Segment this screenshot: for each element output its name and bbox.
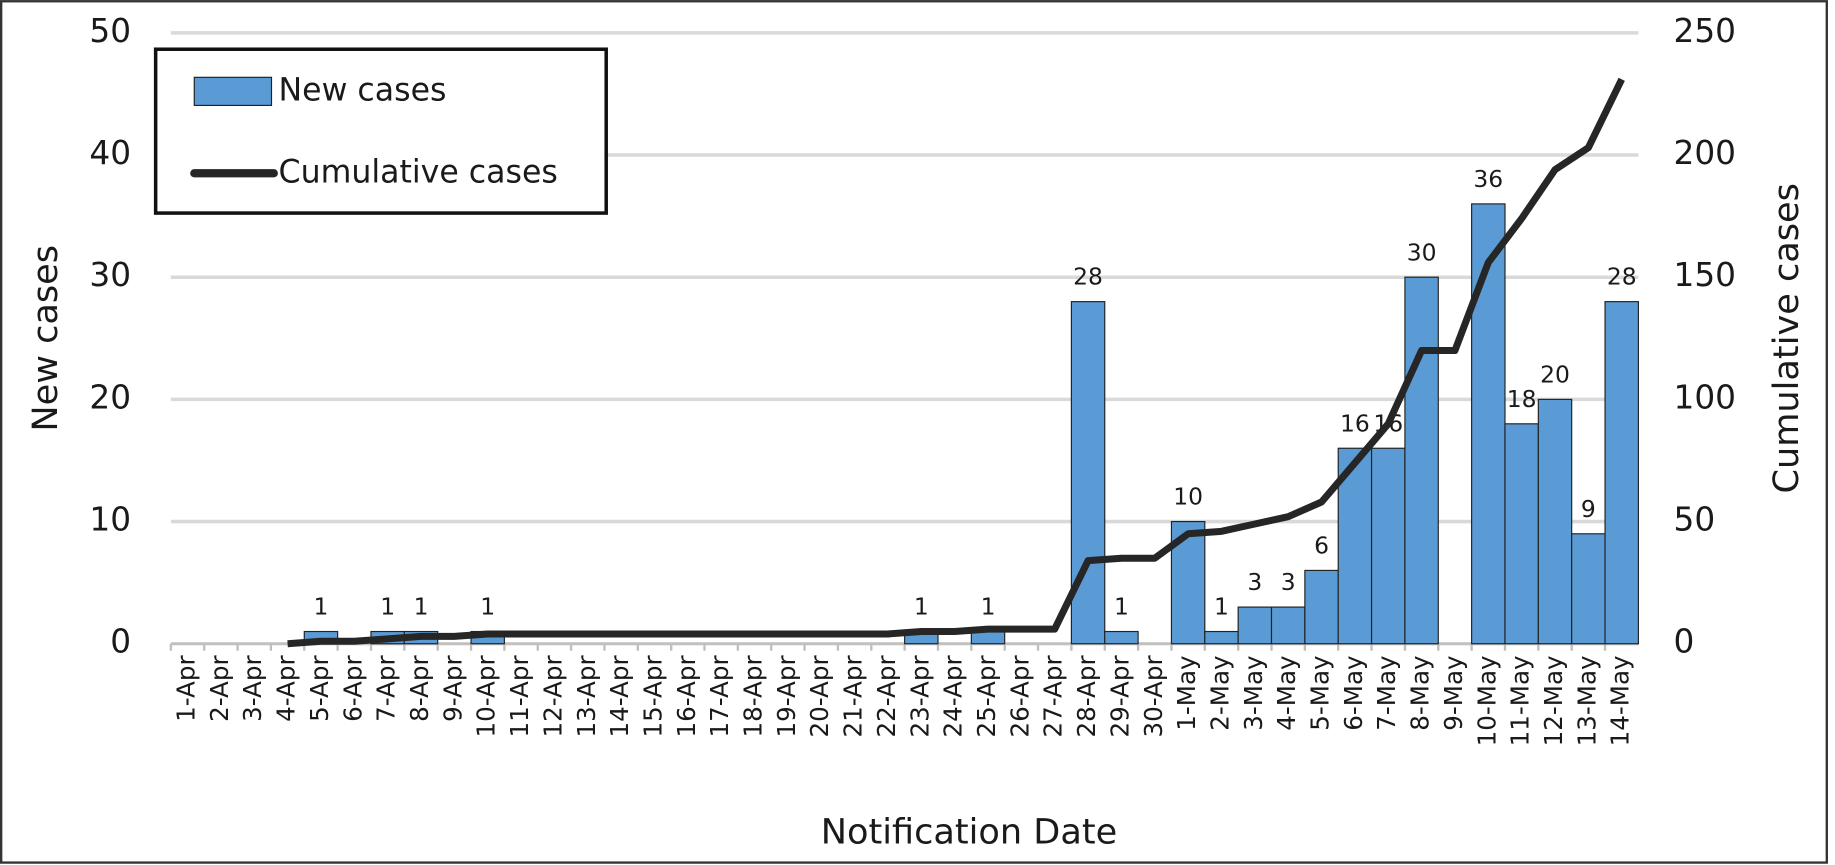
x-tick-label: 22-Apr <box>872 655 901 738</box>
x-tick-label: 4-May <box>1272 655 1301 730</box>
data-label: 6 <box>1314 532 1329 560</box>
x-tick-label: 11-May <box>1506 655 1535 746</box>
x-tick-label: 27-Apr <box>1039 655 1068 738</box>
data-label: 20 <box>1540 360 1570 388</box>
y-tick-label: 30 <box>89 256 131 294</box>
data-label: 1 <box>414 593 429 621</box>
bar <box>1571 533 1606 645</box>
x-tick-label: 7-May <box>1372 655 1401 730</box>
data-label: 28 <box>1073 263 1103 291</box>
bar <box>1104 630 1139 645</box>
x-tick-label: 26-Apr <box>1005 655 1034 738</box>
data-label: 1 <box>1214 593 1229 621</box>
x-tick-label: 30-Apr <box>1139 655 1168 738</box>
x-tick-label: 5-May <box>1306 655 1335 730</box>
bar <box>1504 423 1539 645</box>
data-label: 1 <box>981 593 996 621</box>
y2-tick-label: 0 <box>1674 623 1695 661</box>
x-tick-label: 13-May <box>1572 655 1601 746</box>
data-label: 1 <box>480 593 495 621</box>
x-tick-label: 14-May <box>1606 655 1635 746</box>
y-tick-label: 50 <box>89 12 131 50</box>
x-tick-label: 2-Apr <box>205 655 234 722</box>
y-tick-label: 0 <box>110 623 131 661</box>
bar <box>1270 606 1306 645</box>
bar <box>1237 606 1273 645</box>
x-tick-label: 15-Apr <box>638 655 667 738</box>
y-tick-label: 10 <box>89 501 131 539</box>
bar <box>1370 447 1406 645</box>
x-tick-label: 8-Apr <box>405 655 434 722</box>
x-tick-label: 18-Apr <box>739 655 768 738</box>
x-tick-label: 9-Apr <box>438 655 467 722</box>
legend-box <box>153 47 608 215</box>
data-label: 18 <box>1507 385 1537 413</box>
legend-swatch <box>193 76 273 106</box>
data-label: 16 <box>1340 409 1370 437</box>
x-tick-label: 17-Apr <box>705 655 734 738</box>
bar <box>1204 630 1239 645</box>
x-tick-label: 6-Apr <box>338 655 367 722</box>
y-tick-label: 40 <box>89 134 131 172</box>
x-tick-label: 20-Apr <box>805 655 834 738</box>
legend-label: Cumulative cases <box>279 154 558 190</box>
x-tick-label: 23-Apr <box>905 655 934 738</box>
x-axis-title: Notification Date <box>821 811 1117 852</box>
x-tick-label: 1-May <box>1172 655 1201 730</box>
x-tick-label: 3-May <box>1239 655 1268 730</box>
y-tick-label: 20 <box>89 378 131 416</box>
x-tick-label: 21-Apr <box>839 655 868 738</box>
y2-tick-label: 150 <box>1674 256 1737 294</box>
x-tick-label: 16-Apr <box>672 655 701 738</box>
x-tick-label: 13-Apr <box>572 655 601 738</box>
x-tick-label: 6-May <box>1339 655 1368 730</box>
bar <box>1471 203 1506 645</box>
x-tick-label: 14-Apr <box>605 655 634 738</box>
bar <box>1404 276 1439 645</box>
x-tick-label: 11-Apr <box>505 655 534 738</box>
line <box>287 77 1625 648</box>
x-tick-label: 10-Apr <box>472 655 501 738</box>
y2-tick-label: 200 <box>1674 134 1737 172</box>
x-tick-label: 19-Apr <box>772 655 801 738</box>
y2-tick-label: 100 <box>1674 378 1737 416</box>
x-tick-label: 3-Apr <box>238 655 267 722</box>
y2-tick-label: 50 <box>1674 501 1716 539</box>
data-label: 1 <box>314 593 329 621</box>
bar <box>1604 301 1639 645</box>
x-tick-label: 9-May <box>1439 655 1468 730</box>
x-tick-label: 29-Apr <box>1105 655 1134 738</box>
x-tick-label: 8-May <box>1406 655 1435 730</box>
x-tick-label: 7-Apr <box>372 655 401 722</box>
data-label: 1 <box>1114 593 1129 621</box>
x-tick-label: 12-Apr <box>538 655 567 738</box>
bar <box>1537 398 1573 645</box>
y2-axis-title: Cumulative cases <box>1766 183 1807 493</box>
x-tick-label: 24-Apr <box>939 655 968 738</box>
data-label: 30 <box>1407 238 1437 266</box>
x-tick-label: 4-Apr <box>272 655 301 722</box>
data-label: 9 <box>1581 495 1596 523</box>
data-label: 1 <box>914 593 929 621</box>
data-label: 3 <box>1247 568 1262 596</box>
x-tick-label: 5-Apr <box>305 655 334 722</box>
x-tick-label: 28-Apr <box>1072 655 1101 738</box>
x-tick-label: 12-May <box>1539 655 1568 746</box>
data-label: 36 <box>1473 165 1503 193</box>
data-label: 1 <box>380 593 395 621</box>
y2-tick-label: 250 <box>1674 12 1737 50</box>
y-axis-title: New cases <box>25 245 66 432</box>
x-tick-label: 25-Apr <box>972 655 1001 738</box>
data-label: 28 <box>1607 263 1637 291</box>
x-tick-label: 10-May <box>1472 655 1501 746</box>
data-label: 10 <box>1173 483 1203 511</box>
x-tick-label: 1-Apr <box>172 655 201 722</box>
legend-label: New cases <box>279 72 447 108</box>
data-label: 3 <box>1281 568 1296 596</box>
bar <box>1304 569 1339 645</box>
x-tick-label: 2-May <box>1205 655 1234 730</box>
